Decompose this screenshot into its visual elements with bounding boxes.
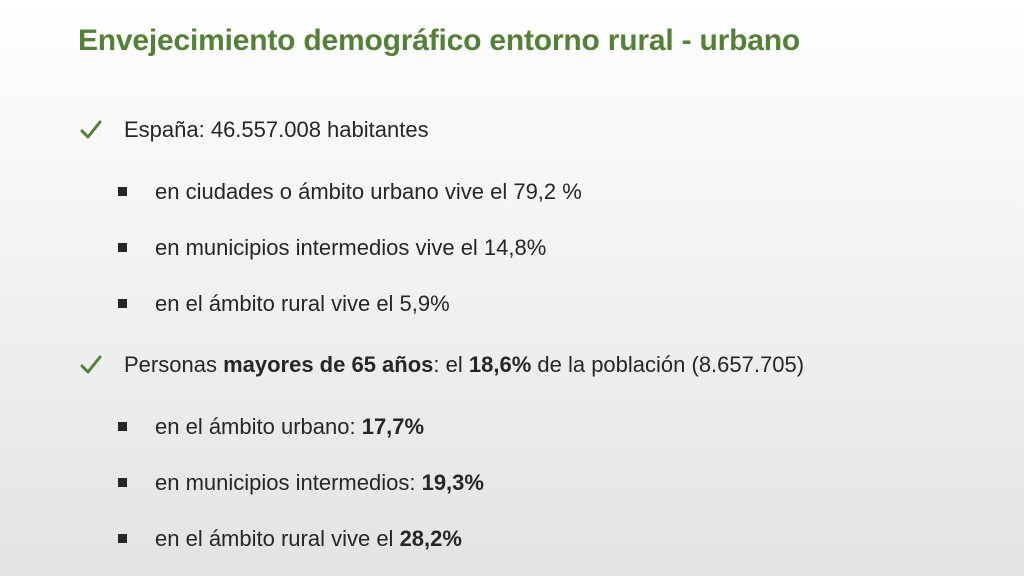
square-bullet-icon xyxy=(118,422,127,431)
square-bullet-icon xyxy=(118,478,127,487)
checkmark-icon xyxy=(80,351,102,379)
square-bullet-icon xyxy=(118,534,127,543)
bullet-text: España: 46.557.008 habitantes xyxy=(124,117,429,142)
slide-title: Envejecimiento demográfico entorno rural… xyxy=(78,24,800,57)
bullet-text: Personas mayores de 65 años: el 18,6% de… xyxy=(124,352,805,377)
square-bullet-icon xyxy=(118,187,127,196)
sub-bullet-text: en ciudades o ámbito urbano vive el 79,2… xyxy=(155,179,582,204)
square-bullet-icon xyxy=(118,243,127,252)
sub-bullet-text: en el ámbito rural vive el 5,9% xyxy=(155,291,450,316)
sub-bullet-text: en el ámbito rural vive el 28,2% xyxy=(155,526,462,551)
sub-bullet-text: en municipios intermedios: 19,3% xyxy=(155,470,484,495)
square-bullet-icon xyxy=(118,299,127,308)
checkmark-icon xyxy=(80,116,102,144)
sub-bullet-text: en el ámbito urbano: 17,7% xyxy=(155,414,425,439)
sub-bullet-text: en municipios intermedios vive el 14,8% xyxy=(155,235,547,260)
